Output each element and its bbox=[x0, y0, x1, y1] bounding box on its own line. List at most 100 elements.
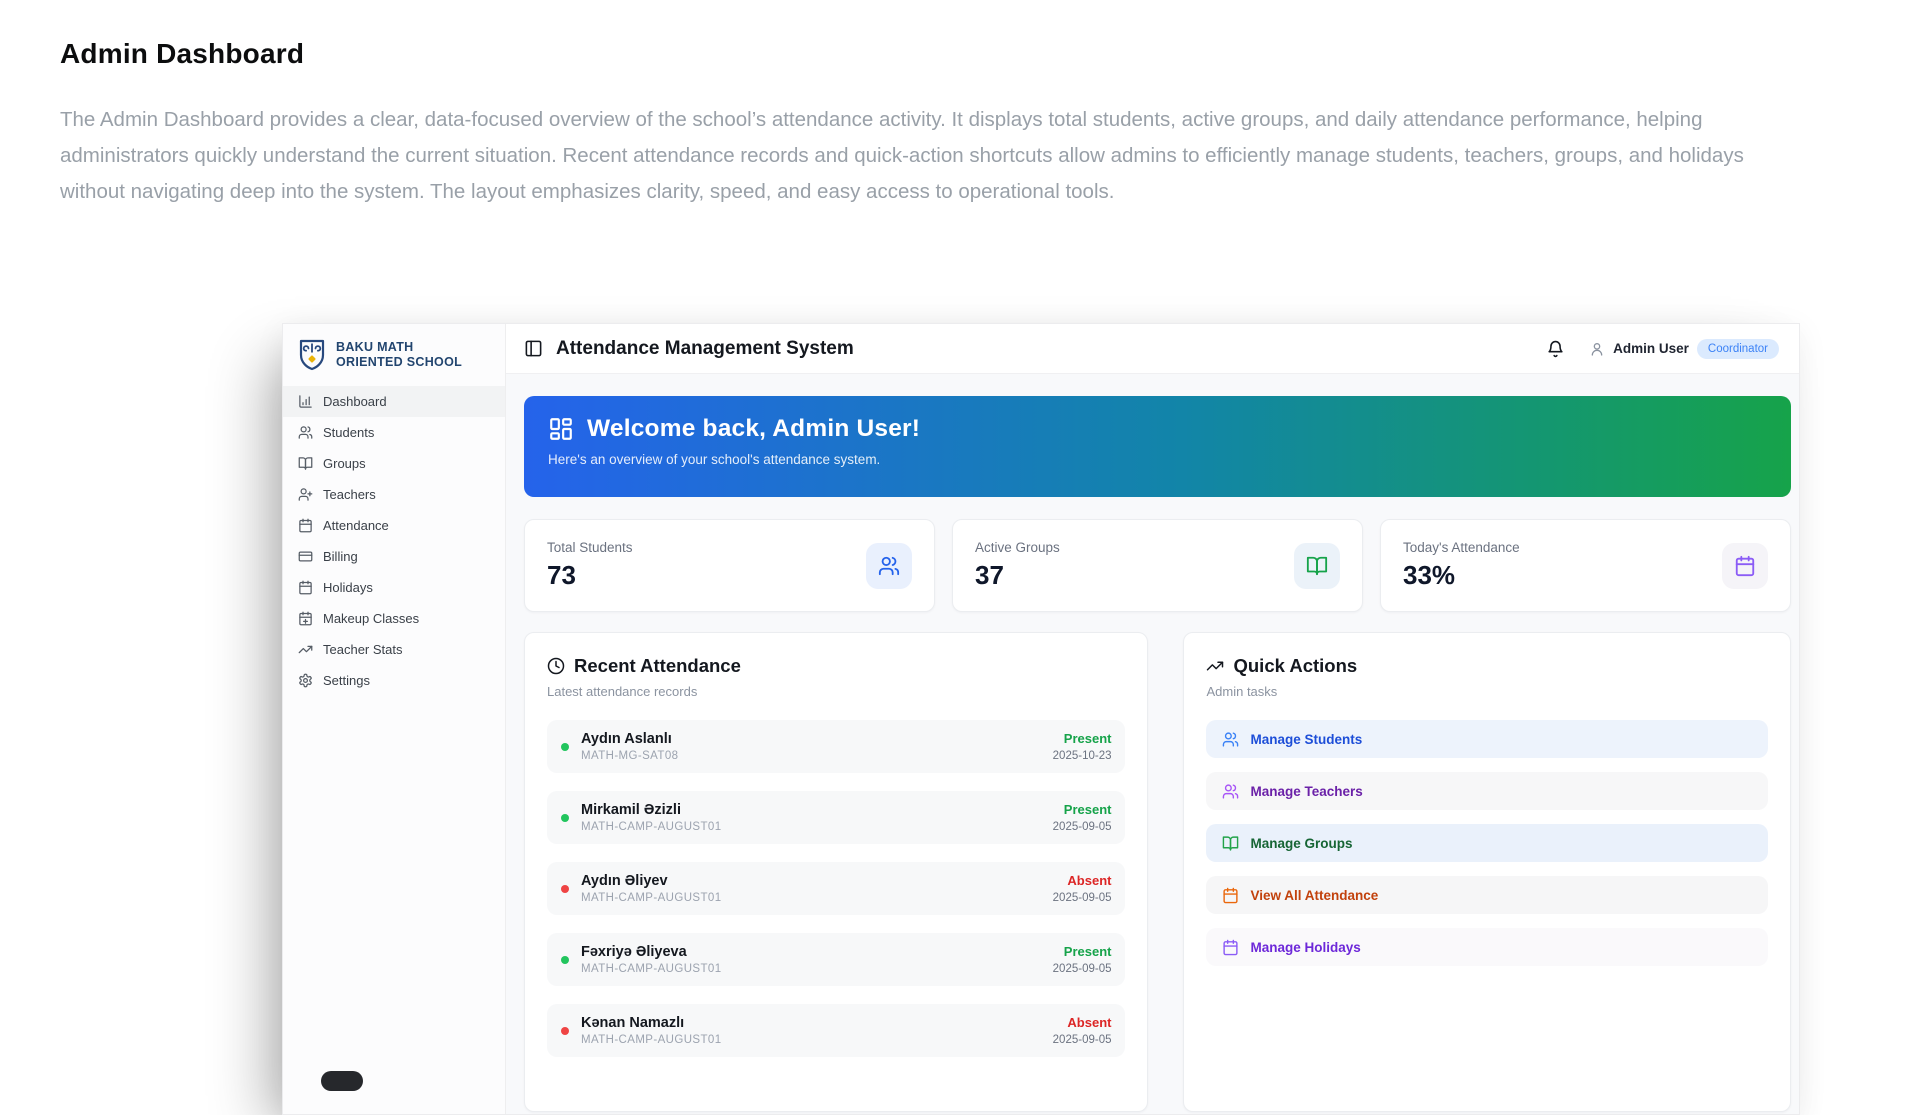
stat-label: Total Students bbox=[547, 540, 633, 555]
book-open-icon bbox=[298, 456, 313, 471]
quick-action-view-all-attendance[interactable]: View All Attendance bbox=[1206, 876, 1768, 914]
quick-action-manage-groups[interactable]: Manage Groups bbox=[1206, 824, 1768, 862]
role-badge: Coordinator bbox=[1696, 338, 1779, 359]
sidebar-item-holidays[interactable]: Holidays bbox=[283, 572, 505, 603]
status-dot bbox=[561, 813, 569, 822]
school-name: BAKU MATH ORIENTED SCHOOL bbox=[336, 340, 463, 369]
stats-row: Total Students 73 Active Groups 37 bbox=[524, 519, 1791, 612]
record-date: 2025-09-05 bbox=[1052, 1034, 1112, 1046]
status-dot bbox=[561, 1026, 569, 1035]
sidebar-item-settings[interactable]: Settings bbox=[283, 665, 505, 696]
panel-title: Quick Actions bbox=[1233, 655, 1358, 676]
stat-value: 73 bbox=[547, 560, 576, 590]
user-plus-icon bbox=[298, 487, 313, 502]
attendance-row: Aydın Aslanlı MATH-MG-SAT08 Present 2025… bbox=[547, 720, 1126, 773]
student-name: Fəxriyə Əliyeva bbox=[581, 944, 687, 960]
clock-icon bbox=[547, 657, 565, 675]
credit-card-icon bbox=[298, 549, 313, 564]
sidebar-item-teacher-stats[interactable]: Teacher Stats bbox=[283, 634, 505, 665]
stat-iconbox bbox=[866, 542, 912, 589]
stat-card-total-students: Total Students 73 bbox=[524, 519, 935, 612]
status-dot bbox=[561, 884, 569, 893]
group-code: MATH-CAMP-AUGUST01 bbox=[581, 963, 722, 975]
app-title: Attendance Management System bbox=[556, 337, 854, 359]
stat-iconbox bbox=[1294, 542, 1340, 589]
main-area: Attendance Management System Admin User … bbox=[506, 324, 1799, 1114]
student-name: Kənan Namazlı bbox=[581, 1015, 685, 1031]
status-label: Absent bbox=[1067, 1015, 1112, 1030]
trending-up-icon bbox=[298, 642, 313, 657]
calendar-icon bbox=[1222, 939, 1239, 956]
sidebar-item-makeup-classes[interactable]: Makeup Classes bbox=[283, 603, 505, 634]
calendar-plus-icon bbox=[298, 611, 313, 626]
status-label: Absent bbox=[1067, 873, 1112, 888]
users-icon bbox=[1222, 731, 1239, 748]
user-icon bbox=[1589, 341, 1605, 357]
stat-value: 33% bbox=[1403, 560, 1456, 590]
record-date: 2025-10-23 bbox=[1052, 750, 1112, 762]
notifications-bell-icon[interactable] bbox=[1546, 339, 1565, 358]
sidebar: BAKU MATH ORIENTED SCHOOL Dashboard Stud… bbox=[283, 324, 506, 1114]
stat-card-todays-attendance: Today's Attendance 33% bbox=[1380, 519, 1791, 612]
welcome-banner: Welcome back, Admin User! Here's an over… bbox=[524, 396, 1791, 497]
user-name: Admin User bbox=[1613, 341, 1689, 356]
status-label: Present bbox=[1063, 802, 1112, 817]
stat-value: 37 bbox=[975, 560, 1004, 590]
student-name: Aydın Aslanlı bbox=[581, 731, 672, 747]
status-dot bbox=[561, 742, 569, 751]
quick-action-manage-holidays[interactable]: Manage Holidays bbox=[1206, 928, 1768, 966]
app-window: BAKU MATH ORIENTED SCHOOL Dashboard Stud… bbox=[282, 323, 1800, 1115]
panel-subtitle: Latest attendance records bbox=[547, 684, 698, 699]
attendance-row: Fəxriyə Əliyeva MATH-CAMP-AUGUST01 Prese… bbox=[547, 933, 1126, 986]
users-icon bbox=[878, 555, 900, 577]
calendar-icon bbox=[1734, 555, 1756, 577]
app-header: Attendance Management System Admin User … bbox=[506, 324, 1799, 374]
attendance-list: Aydın Aslanlı MATH-MG-SAT08 Present 2025… bbox=[547, 720, 1126, 1057]
sidebar-item-dashboard[interactable]: Dashboard bbox=[283, 386, 505, 417]
recent-attendance-panel: Recent Attendance Latest attendance reco… bbox=[524, 632, 1149, 1112]
calendar-icon bbox=[298, 518, 313, 533]
page-intro: Admin Dashboard The Admin Dashboard prov… bbox=[60, 38, 1780, 210]
record-date: 2025-09-05 bbox=[1052, 821, 1112, 833]
quick-actions-panel: Quick Actions Admin tasks Manage Student… bbox=[1183, 632, 1791, 1112]
status-label: Present bbox=[1063, 731, 1112, 746]
layout-dashboard-icon bbox=[548, 416, 574, 442]
page-title: Admin Dashboard bbox=[60, 38, 305, 69]
sidebar-nav: Dashboard Students Groups Teachers Atten… bbox=[283, 386, 505, 696]
gear-icon bbox=[298, 673, 313, 688]
book-open-icon bbox=[1222, 835, 1239, 852]
calendar-icon bbox=[1222, 887, 1239, 904]
stat-card-active-groups: Active Groups 37 bbox=[952, 519, 1363, 612]
attendance-row: Kənan Namazlı MATH-CAMP-AUGUST01 Absent … bbox=[547, 1004, 1126, 1057]
welcome-title: Welcome back, Admin User! bbox=[587, 415, 921, 442]
sidebar-item-attendance[interactable]: Attendance bbox=[283, 510, 505, 541]
calendar-icon bbox=[298, 580, 313, 595]
group-code: MATH-CAMP-AUGUST01 bbox=[581, 1034, 722, 1046]
sidebar-item-billing[interactable]: Billing bbox=[283, 541, 505, 572]
stat-iconbox bbox=[1722, 542, 1768, 589]
sidebar-item-students[interactable]: Students bbox=[283, 417, 505, 448]
page-description: The Admin Dashboard provides a clear, da… bbox=[60, 108, 1744, 203]
attendance-row: Aydın Əliyev MATH-CAMP-AUGUST01 Absent 2… bbox=[547, 862, 1126, 915]
panel-title: Recent Attendance bbox=[574, 655, 741, 676]
dev-badge[interactable] bbox=[321, 1071, 363, 1091]
dashboard-content: Welcome back, Admin User! Here's an over… bbox=[506, 374, 1799, 1114]
quick-actions-list: Manage Students Manage Teachers Manage G… bbox=[1206, 720, 1768, 966]
user-menu[interactable]: Admin User Coordinator bbox=[1589, 338, 1779, 359]
users-icon bbox=[298, 425, 313, 440]
group-code: MATH-MG-SAT08 bbox=[581, 750, 679, 762]
status-label: Present bbox=[1063, 944, 1112, 959]
group-code: MATH-CAMP-AUGUST01 bbox=[581, 892, 722, 904]
stat-label: Active Groups bbox=[975, 540, 1060, 555]
school-shield-icon bbox=[297, 338, 327, 372]
stat-label: Today's Attendance bbox=[1403, 540, 1520, 555]
sidebar-item-groups[interactable]: Groups bbox=[283, 448, 505, 479]
sidebar-toggle-button[interactable] bbox=[524, 339, 543, 358]
group-code: MATH-CAMP-AUGUST01 bbox=[581, 821, 722, 833]
student-name: Aydın Əliyev bbox=[581, 873, 668, 889]
quick-action-manage-students[interactable]: Manage Students bbox=[1206, 720, 1768, 758]
quick-action-manage-teachers[interactable]: Manage Teachers bbox=[1206, 772, 1768, 810]
sidebar-item-teachers[interactable]: Teachers bbox=[283, 479, 505, 510]
book-open-icon bbox=[1306, 555, 1328, 577]
welcome-subtitle: Here's an overview of your school's atte… bbox=[548, 452, 881, 467]
